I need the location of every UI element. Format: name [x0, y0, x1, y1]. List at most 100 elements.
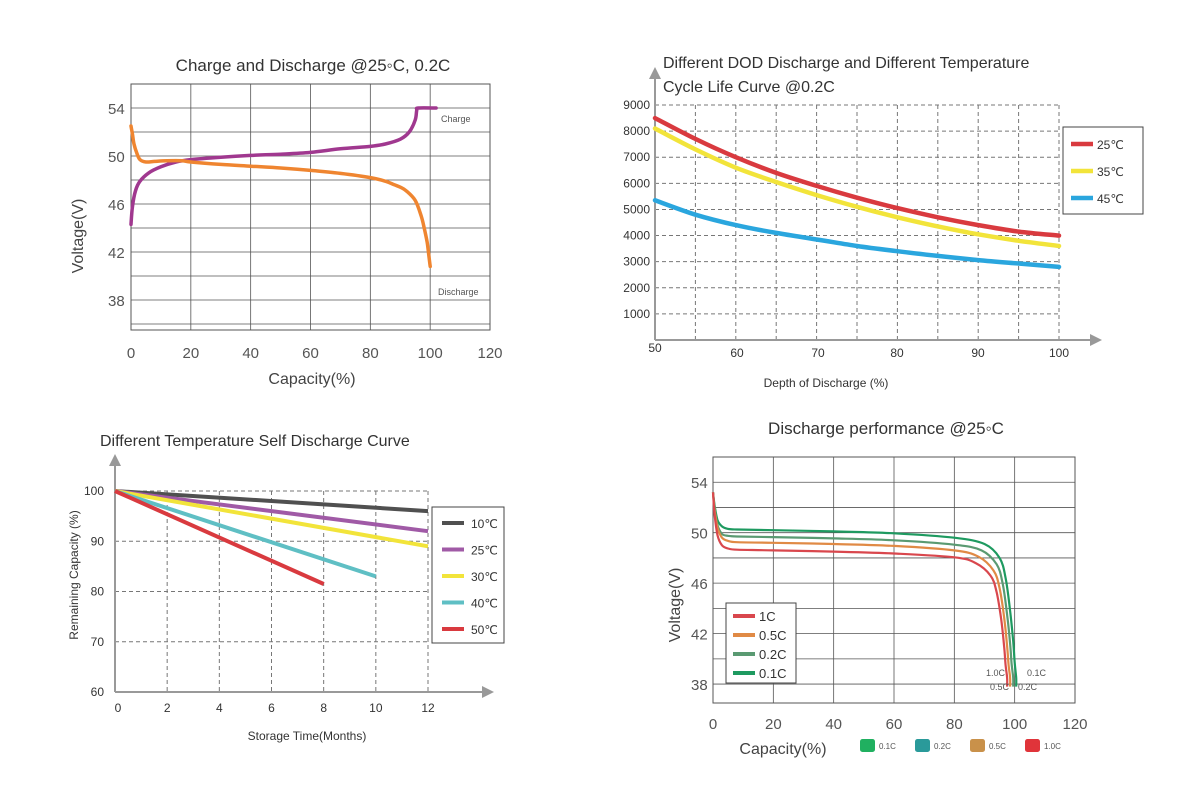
chart2-x-axis-label: Depth of Discharge (%)	[764, 376, 889, 390]
chart4-end-label: 0.1C	[1027, 668, 1047, 678]
chart1-ticks: 0 20 40 60 80 100 120 38 42 46 50 54	[108, 101, 503, 362]
chart-self-discharge: Different Temperature Self Discharge Cur…	[67, 433, 505, 743]
chart4-y-tick-label: 50	[691, 526, 708, 543]
chart3-series-1-line	[114, 489, 429, 534]
chart4-y-tick-label: 42	[691, 627, 708, 644]
chart2-legend-label: 25℃	[1097, 138, 1124, 152]
chart3-title: Different Temperature Self Discharge Cur…	[100, 433, 410, 450]
chart2-y-tick-label: 2000	[623, 281, 650, 295]
chart1-x-tick-label: 0	[127, 345, 135, 362]
chart3-series-3-line	[114, 489, 377, 579]
chart3-legend: 10℃ 25℃ 30℃ 40℃ 50℃	[431, 506, 505, 644]
chart3-x-axis-arrow	[482, 686, 494, 698]
chart2-x-tick-label: 50	[648, 341, 662, 355]
chart4-x-tick-label: 60	[886, 716, 903, 733]
chart4-y-tick-label: 38	[691, 677, 708, 694]
chart3-series-4-line	[114, 489, 325, 586]
chart3-y-tick-label: 60	[91, 685, 105, 699]
chart4-bottom-legend-swatch	[1025, 739, 1040, 752]
chart2-title-line2: Cycle Life Curve @0.2C	[663, 79, 835, 96]
chart4-x-axis-label: Capacity(%)	[739, 741, 826, 758]
chart2-y-tick-label: 1000	[623, 307, 650, 321]
chart3-x-tick-label: 6	[268, 701, 275, 715]
chart4-x-tick-label: 40	[825, 716, 842, 733]
chart2-series-0-line	[652, 115, 1062, 238]
chart4-series	[711, 492, 1018, 687]
chart2-y-axis-arrow	[649, 67, 661, 79]
chart1-series-charge-line	[129, 106, 438, 227]
chart3-legend-label: 40℃	[471, 597, 498, 611]
chart1-x-tick-label: 120	[477, 345, 502, 362]
chart1-series	[129, 106, 438, 269]
chart4-x-tick-label: 20	[765, 716, 782, 733]
chart4-end-label: 0.2C	[1018, 682, 1038, 692]
chart3-series-2-line	[114, 489, 429, 549]
chart2-y-tick-label: 3000	[623, 255, 650, 269]
chart4-series-1-line	[711, 492, 1012, 687]
chart3-y-tick-label: 90	[91, 534, 105, 548]
chart2-y-tick-label: 6000	[623, 176, 650, 190]
chart4-legend-label: 0.2C	[759, 647, 786, 662]
chart1-x-tick-label: 60	[302, 345, 319, 362]
chart1-x-tick-label: 20	[182, 345, 199, 362]
chart-discharge-performance: Discharge performance @25◦C 0 20 40 60 80 100…	[667, 419, 1088, 758]
chart4-legend-label: 0.5C	[759, 628, 786, 643]
chart4-x-tick-label: 0	[709, 716, 717, 733]
chart3-legend-label: 25℃	[471, 544, 498, 558]
chart2-legend-label: 35℃	[1097, 165, 1124, 179]
chart4-end-label: 1.0C	[986, 668, 1006, 678]
chart1-y-axis-label: Voltage(V)	[70, 199, 87, 274]
chart1-y-tick-label: 42	[108, 245, 125, 262]
chart4-x-tick-label: 100	[1002, 716, 1027, 733]
chart3-y-axis-label: Remaining Capacity (%)	[67, 510, 81, 639]
chart2-x-tick-label: 90	[971, 346, 985, 360]
chart1-grid	[130, 83, 491, 331]
chart3-x-tick-label: 4	[216, 701, 223, 715]
chart2-x-axis-arrow	[1090, 334, 1102, 346]
chart4-end-label: 0.5C	[990, 682, 1010, 692]
chart1-annotation-discharge: Discharge	[438, 287, 479, 297]
chart1-x-tick-label: 80	[362, 345, 379, 362]
chart3-legend-label: 50℃	[471, 623, 498, 637]
chart4-bottom-legend-label: 0.1C	[879, 742, 896, 751]
chart4-title: Discharge performance @25◦C	[768, 419, 1004, 438]
chart4-series-2-line	[711, 492, 1015, 687]
chart4-x-tick-label: 80	[946, 716, 963, 733]
chart3-legend-label: 30℃	[471, 570, 498, 584]
chart1-x-axis-label: Capacity(%)	[268, 371, 355, 388]
chart2-series-2-line	[652, 198, 1062, 270]
chart2-y-tick-label: 9000	[623, 98, 650, 112]
chart3-x-tick-label: 0	[115, 701, 122, 715]
chart3-y-axis-arrow	[109, 454, 121, 466]
chart4-bottom-legend-swatch	[860, 739, 875, 752]
chart4-ticks: 0 20 40 60 80 100 120 38 42 46 50 54	[691, 475, 1088, 733]
chart2-series-1-line	[652, 126, 1062, 249]
chart3-y-tick-label: 100	[84, 484, 104, 498]
chart2-x-tick-label: 100	[1049, 346, 1069, 360]
chart1-y-tick-label: 54	[108, 101, 125, 118]
chart4-legend: 1C 0.5C 0.2C 0.1C	[725, 602, 797, 684]
chart3-legend-label: 10℃	[471, 517, 498, 531]
chart1-title: Charge and Discharge @25◦C, 0.2C	[176, 56, 451, 75]
chart4-bottom-legend-swatch	[915, 739, 930, 752]
chart4-bottom-legend: 0.1C 0.2C 0.5C 1.0C	[860, 739, 1061, 752]
chart2-x-tick-label: 70	[811, 346, 825, 360]
chart4-x-tick-label: 120	[1062, 716, 1087, 733]
chart4-bottom-legend-label: 1.0C	[1044, 742, 1061, 751]
chart1-y-tick-label: 50	[108, 149, 125, 166]
chart3-x-tick-label: 12	[421, 701, 435, 715]
chart1-x-tick-label: 100	[418, 345, 443, 362]
chart3-series	[114, 489, 429, 586]
chart3-x-axis-label: Storage Time(Months)	[248, 729, 367, 743]
chart2-y-tick-label: 8000	[623, 124, 650, 138]
chart1-x-tick-label: 40	[242, 345, 259, 362]
chart4-bottom-legend-label: 0.2C	[934, 742, 951, 751]
chart3-x-tick-label: 8	[320, 701, 327, 715]
chart3-x-tick-label: 2	[164, 701, 171, 715]
chart4-y-tick-label: 46	[691, 576, 708, 593]
chart4-bottom-legend-swatch	[970, 739, 985, 752]
chart3-y-tick-label: 80	[91, 585, 105, 599]
chart4-y-tick-label: 54	[691, 475, 708, 492]
chart-cycle-life: Different DOD Discharge and Different Te…	[623, 55, 1144, 390]
